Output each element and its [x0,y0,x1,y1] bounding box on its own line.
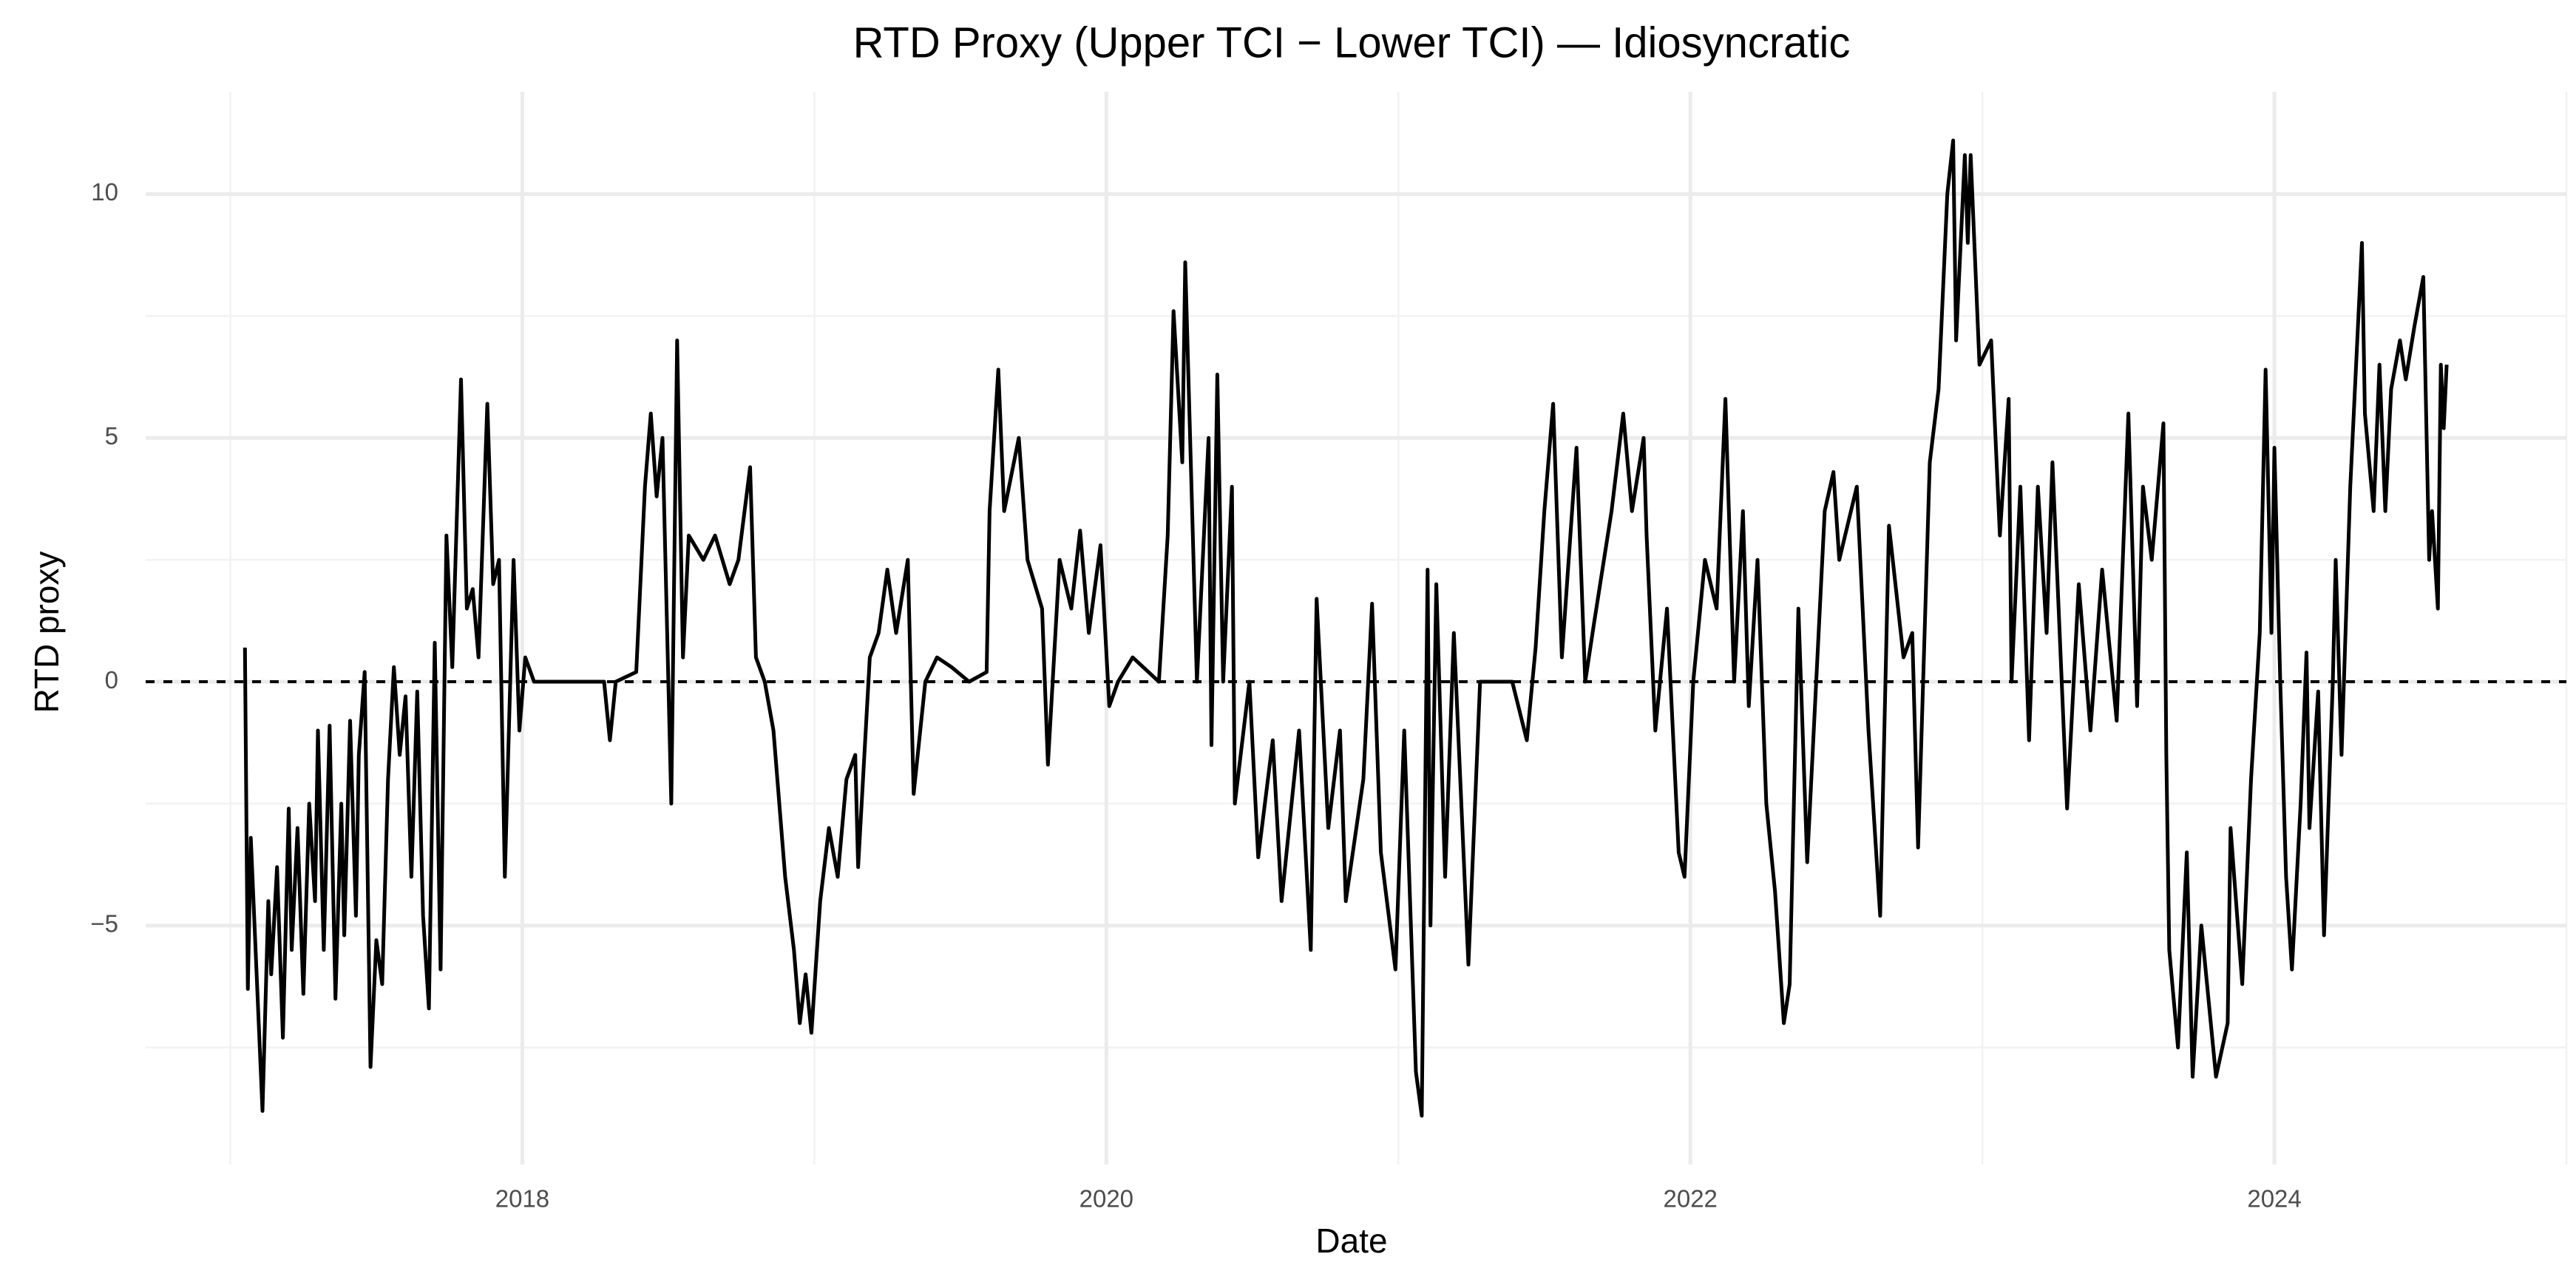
y-tick-label: 5 [105,422,118,450]
y-tick-label: 0 [105,666,118,694]
y-tick-label: 10 [91,178,118,206]
y-axis-title: RTD proxy [27,552,66,714]
x-tick-label: 2020 [1079,1185,1133,1213]
x-axis-title: Date [1315,1221,1387,1260]
x-tick-label: 2022 [1663,1185,1717,1213]
chart-title: RTD Proxy (Upper TCI − Lower TCI) — Idio… [853,18,1851,67]
x-tick-label: 2024 [2247,1185,2301,1213]
data-line [243,138,2449,1118]
x-tick-label: 2018 [495,1185,549,1213]
y-tick-label: −5 [90,910,118,938]
